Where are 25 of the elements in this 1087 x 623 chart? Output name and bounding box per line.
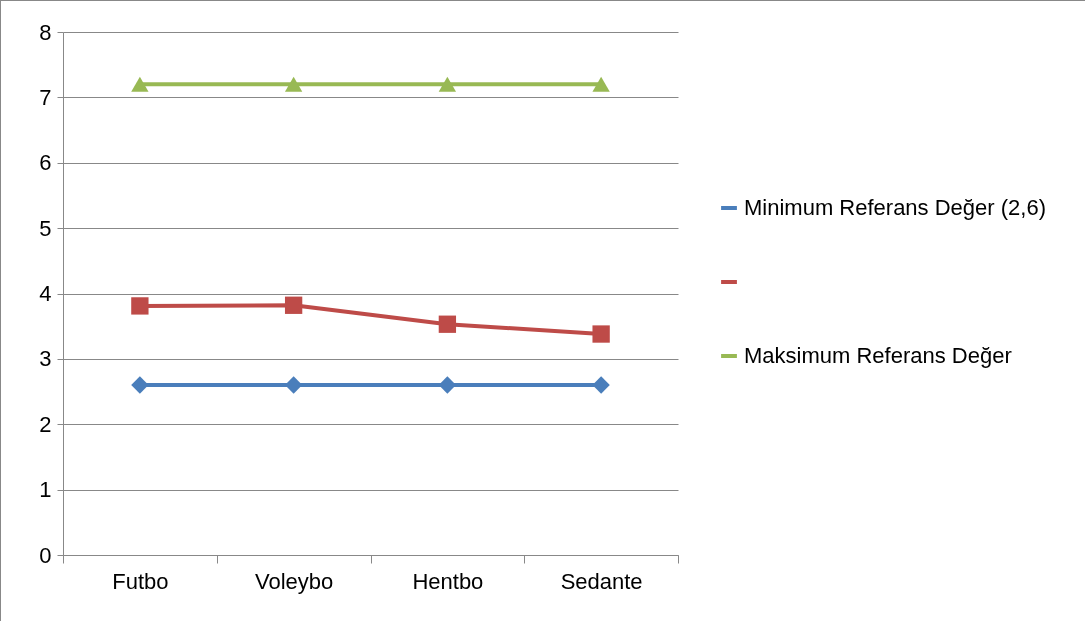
point	[284, 296, 303, 314]
y-tick-label: 6	[39, 150, 52, 176]
legend-label: Maksimum Referans Değer	[744, 343, 1012, 368]
point	[592, 325, 610, 343]
point	[131, 297, 149, 315]
point	[592, 376, 610, 394]
y-tick-label: 8	[39, 19, 52, 45]
y-tick-label: 5	[39, 215, 52, 241]
point	[592, 76, 610, 92]
x-tick-label: Voleybo	[254, 568, 334, 594]
legend-label: Minimum Referans Değer (2,6)	[744, 195, 1046, 220]
x-tick-label: Hentbo	[412, 568, 484, 594]
point	[131, 76, 149, 92]
y-tick-label: 0	[39, 542, 52, 568]
x-tick-label: Sedante	[560, 568, 643, 594]
y-tick-label: 4	[39, 281, 52, 306]
point	[284, 76, 303, 92]
y-tick-label: 7	[39, 84, 52, 110]
x-tick-label: Futbo	[112, 568, 169, 594]
point	[131, 376, 149, 394]
y-tick-label: 3	[39, 346, 52, 372]
y-tick-label: 1	[39, 477, 52, 503]
point	[438, 76, 457, 92]
y-tick-label: 2	[39, 411, 52, 437]
point	[438, 315, 457, 333]
